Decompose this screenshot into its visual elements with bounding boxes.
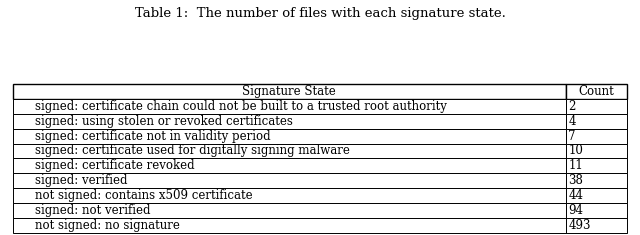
Text: Table 1:  The number of files with each signature state.: Table 1: The number of files with each s… bbox=[134, 7, 506, 20]
